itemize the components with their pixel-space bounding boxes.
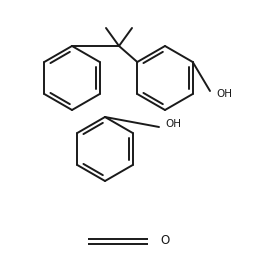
Text: OH: OH	[216, 89, 232, 99]
Text: O: O	[160, 235, 169, 247]
Text: OH: OH	[165, 119, 181, 129]
